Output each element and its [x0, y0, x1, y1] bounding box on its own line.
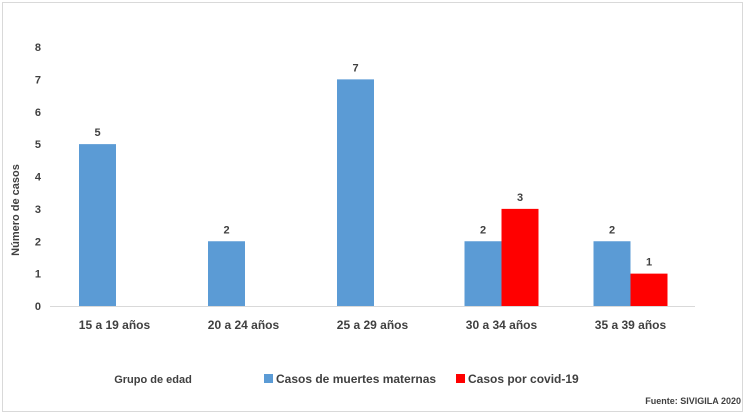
data-label: 2	[480, 224, 486, 236]
y-axis-title: Número de casos	[10, 164, 22, 256]
y-tick-label: 0	[35, 301, 41, 313]
data-label: 3	[517, 192, 523, 204]
legend-swatch-maternal	[264, 374, 273, 383]
x-tick-label: 20 a 24 años	[208, 318, 280, 332]
y-tick-label: 1	[35, 269, 41, 281]
bar-maternal-3	[337, 79, 374, 306]
legend-swatch-covid	[456, 374, 465, 383]
data-label: 2	[223, 224, 229, 236]
data-label: 1	[646, 257, 652, 269]
bar-covid-4	[501, 208, 539, 306]
bars	[79, 79, 668, 306]
y-axis-ticks: 0 1 2 3 4 5 6 7 8	[35, 42, 42, 313]
data-labels: 5 2 7 2 3 2 1	[94, 62, 652, 268]
x-axis-title: Grupo de edad	[114, 374, 192, 386]
data-label: 2	[609, 224, 615, 236]
chart-frame	[2, 2, 743, 412]
y-tick-label: 7	[35, 74, 41, 86]
y-tick-label: 6	[35, 107, 41, 119]
legend: Casos de muertes maternas Casos por covi…	[264, 372, 579, 386]
y-tick-label: 4	[35, 172, 42, 184]
x-tick-label: 25 a 29 años	[337, 318, 409, 332]
bar-maternal-2	[208, 241, 245, 306]
bar-covid-5	[630, 273, 668, 306]
x-axis-ticks: 15 a 19 años 20 a 24 años 25 a 29 años 30 a…	[79, 318, 667, 332]
y-tick-label: 3	[35, 204, 41, 216]
legend-label-maternal: Casos de muertes maternas	[276, 372, 436, 386]
x-tick-label: 35 a 39 años	[595, 318, 667, 332]
bar-maternal-1	[79, 144, 116, 306]
x-tick-label: 15 a 19 años	[79, 318, 151, 332]
y-tick-label: 5	[35, 139, 41, 151]
legend-label-covid: Casos por covid-19	[468, 372, 579, 386]
bar-maternal-5	[593, 241, 631, 306]
x-tick-label: 30 a 34 años	[466, 318, 538, 332]
source-note: Fuente: SIVIGILA 2020	[645, 396, 741, 406]
data-label: 7	[352, 62, 358, 74]
bar-maternal-4	[464, 241, 502, 306]
y-tick-label: 8	[35, 42, 41, 54]
data-label: 5	[94, 127, 100, 139]
y-tick-label: 2	[35, 236, 41, 248]
